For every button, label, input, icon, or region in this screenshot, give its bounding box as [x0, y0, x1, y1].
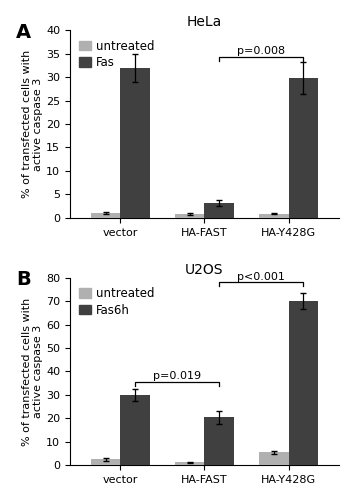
Bar	[120, 395, 150, 466]
Legend: untreated, Fas: untreated, Fas	[76, 36, 158, 72]
Y-axis label: % of transfected cells with
active caspase 3: % of transfected cells with active caspa…	[22, 298, 43, 446]
Title: HeLa: HeLa	[187, 15, 222, 29]
Bar	[289, 301, 318, 466]
Bar	[91, 213, 120, 218]
Bar	[205, 417, 234, 466]
Bar	[91, 460, 120, 466]
Bar	[120, 68, 150, 218]
Bar	[175, 214, 205, 218]
Text: p<0.001: p<0.001	[237, 272, 285, 281]
Bar	[205, 203, 234, 218]
Bar	[175, 462, 205, 466]
Text: A: A	[16, 22, 31, 42]
Bar	[289, 78, 318, 218]
Text: p=0.008: p=0.008	[237, 46, 285, 56]
Text: p=0.019: p=0.019	[153, 371, 201, 381]
Title: U2OS: U2OS	[185, 262, 224, 276]
Y-axis label: % of transfected cells with
active caspase 3: % of transfected cells with active caspa…	[22, 50, 43, 198]
Legend: untreated, Fas6h: untreated, Fas6h	[76, 284, 158, 320]
Text: B: B	[16, 270, 31, 289]
Bar	[259, 214, 289, 218]
Bar	[259, 452, 289, 466]
